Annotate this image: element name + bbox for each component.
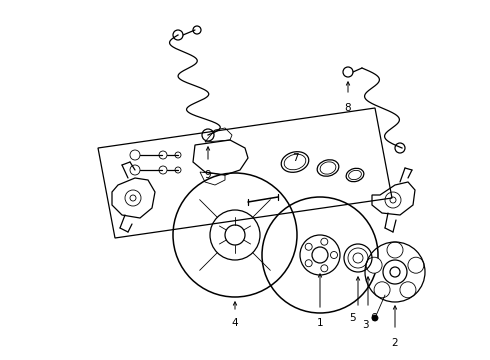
Text: 1: 1 xyxy=(317,318,323,328)
Circle shape xyxy=(372,315,378,321)
Circle shape xyxy=(387,242,403,258)
Text: 7: 7 xyxy=(292,153,298,163)
Text: 2: 2 xyxy=(392,338,398,348)
Circle shape xyxy=(366,257,382,273)
Circle shape xyxy=(374,282,390,298)
Text: 9: 9 xyxy=(205,170,211,180)
Circle shape xyxy=(400,282,416,298)
Text: 4: 4 xyxy=(232,318,238,328)
Text: 6: 6 xyxy=(371,313,377,323)
Text: 8: 8 xyxy=(344,103,351,113)
Circle shape xyxy=(408,257,424,273)
Text: 3: 3 xyxy=(362,320,368,330)
Text: 5: 5 xyxy=(349,313,355,323)
